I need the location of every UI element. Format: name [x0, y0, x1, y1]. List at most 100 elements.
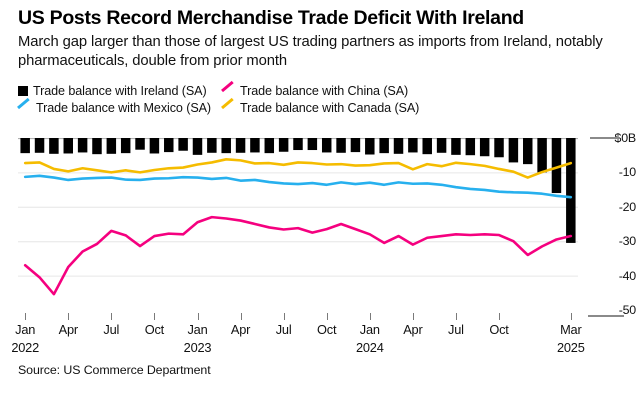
plot-svg: [18, 138, 578, 296]
x-axis-tick-label: Mar: [560, 322, 582, 337]
line-marker-icon: [221, 80, 235, 96]
legend-row-1: Trade balance with Ireland (SA) Trade ba…: [18, 80, 618, 99]
chart-title: US Posts Record Merchandise Trade Defici…: [18, 7, 524, 29]
x-axis-tick-mark: [111, 313, 113, 320]
y-axis: $0B -10 -20 -30 -40 -50: [586, 0, 638, 409]
legend-item-mexico[interactable]: Trade balance with Mexico (SA): [17, 97, 212, 115]
bar: [264, 138, 275, 154]
bar: [566, 138, 576, 243]
y-axis-zero-rule: [590, 137, 620, 139]
x-axis-tick-mark: [25, 313, 27, 320]
x-axis-tick-label: Jan: [15, 322, 36, 337]
bar: [465, 138, 476, 156]
square-marker-icon: [18, 85, 28, 96]
x-axis-tick-mark: [240, 313, 242, 320]
x-axis-tick-label: Oct: [489, 322, 509, 337]
chart-subtitle: March gap larger than those of largest U…: [18, 34, 603, 69]
bar: [120, 138, 131, 154]
plot-area: [18, 138, 578, 310]
bar: [106, 138, 117, 154]
bar: [164, 138, 174, 153]
bar: [92, 138, 102, 155]
x-axis-tick-label: Apr: [58, 322, 79, 337]
bar: [321, 138, 332, 153]
x-axis-year-label: 2024: [355, 340, 384, 355]
x-axis-year-label: 2022: [11, 340, 40, 355]
line-series-group: [23, 158, 573, 296]
bar: [336, 138, 346, 153]
x-axis-tick-label: Apr: [403, 322, 423, 337]
x-axis-tick-mark: [499, 313, 500, 320]
legend-label-canada: Trade balance with Canada (SA): [240, 100, 420, 115]
bar: [207, 138, 217, 153]
line-series: [23, 158, 573, 179]
bar: [135, 138, 145, 150]
bar: [508, 138, 519, 163]
x-axis-tick-label: Jul: [275, 322, 292, 337]
bar: [250, 138, 260, 153]
bar: [537, 138, 547, 173]
x-axis-tick-label: Jan: [187, 322, 208, 337]
y-axis-tick-label: $0B: [614, 131, 637, 145]
legend-row-2: Trade balance with Mexico (SA) Trade bal…: [17, 97, 618, 116]
bar: [278, 138, 289, 152]
x-axis-year-label: 2023: [183, 340, 212, 355]
x-axis-tick-label: Oct: [317, 322, 337, 337]
bar-series-ireland: [20, 138, 576, 243]
x-axis-year-label: 2025: [556, 340, 585, 355]
x-axis-tick-label: Jul: [448, 322, 464, 337]
bar: [77, 138, 88, 153]
bar: [20, 138, 30, 154]
x-axis-tick-label: Jan: [359, 322, 380, 337]
bar: [494, 138, 504, 158]
bar: [523, 138, 533, 165]
legend-item-ireland[interactable]: Trade balance with Ireland (SA): [18, 84, 208, 98]
bar: [551, 138, 562, 194]
y-axis-tick-label: -40: [618, 268, 637, 283]
bar: [221, 138, 231, 154]
legend-label-mexico: Trade balance with Mexico (SA): [36, 100, 212, 115]
x-axis-tick-label: Jul: [103, 322, 120, 337]
x-axis-tick-mark: [369, 313, 371, 320]
x-axis-tick-mark: [326, 313, 328, 320]
x-axis-tick-label: Apr: [230, 322, 251, 337]
bar: [422, 138, 432, 155]
bar: [350, 138, 361, 153]
x-axis-tick-mark: [455, 313, 457, 320]
chart-legend: Trade balance with Ireland (SA) Trade ba…: [17, 80, 618, 116]
line-marker-icon: [221, 97, 235, 113]
bar: [49, 138, 59, 154]
legend-label-ireland: Trade balance with Ireland (SA): [33, 83, 207, 98]
gridlines: [18, 138, 578, 277]
legend-item-china[interactable]: Trade balance with China (SA): [221, 80, 409, 98]
bar: [365, 138, 375, 155]
y-axis-tick-label: -20: [618, 199, 637, 214]
bar: [436, 138, 447, 153]
y-axis-tick-label: -30: [618, 234, 637, 249]
bar: [379, 138, 389, 154]
y-axis-tick-label: -10: [618, 165, 637, 180]
line-series: [23, 174, 573, 199]
x-axis-tick-mark: [68, 313, 70, 320]
x-axis-tick-label: Oct: [144, 322, 165, 337]
bar: [408, 138, 418, 153]
line-series: [23, 215, 573, 296]
bar: [235, 138, 246, 153]
x-axis-tick-mark: [154, 313, 156, 320]
bar: [293, 138, 303, 151]
bar: [451, 138, 461, 155]
bar: [393, 138, 404, 154]
x-axis: Jan 2022 Apr Jul Oct Jan 2023 Apr Jul Oct Jan 2024 A…: [0, 310, 638, 370]
bar: [149, 138, 160, 154]
legend-label-china: Trade balance with China (SA): [240, 83, 409, 98]
legend-item-canada[interactable]: Trade balance with Canada (SA): [221, 97, 420, 115]
x-axis-tick-mark: [412, 313, 414, 320]
source-note: Source: US Commerce Department: [18, 363, 211, 377]
y-axis-tick-label: -50: [618, 303, 637, 317]
x-axis-tick-mark: [283, 313, 285, 320]
bar: [63, 138, 73, 154]
bar: [479, 138, 490, 157]
line-marker-icon: [17, 97, 31, 113]
bar: [307, 138, 318, 151]
